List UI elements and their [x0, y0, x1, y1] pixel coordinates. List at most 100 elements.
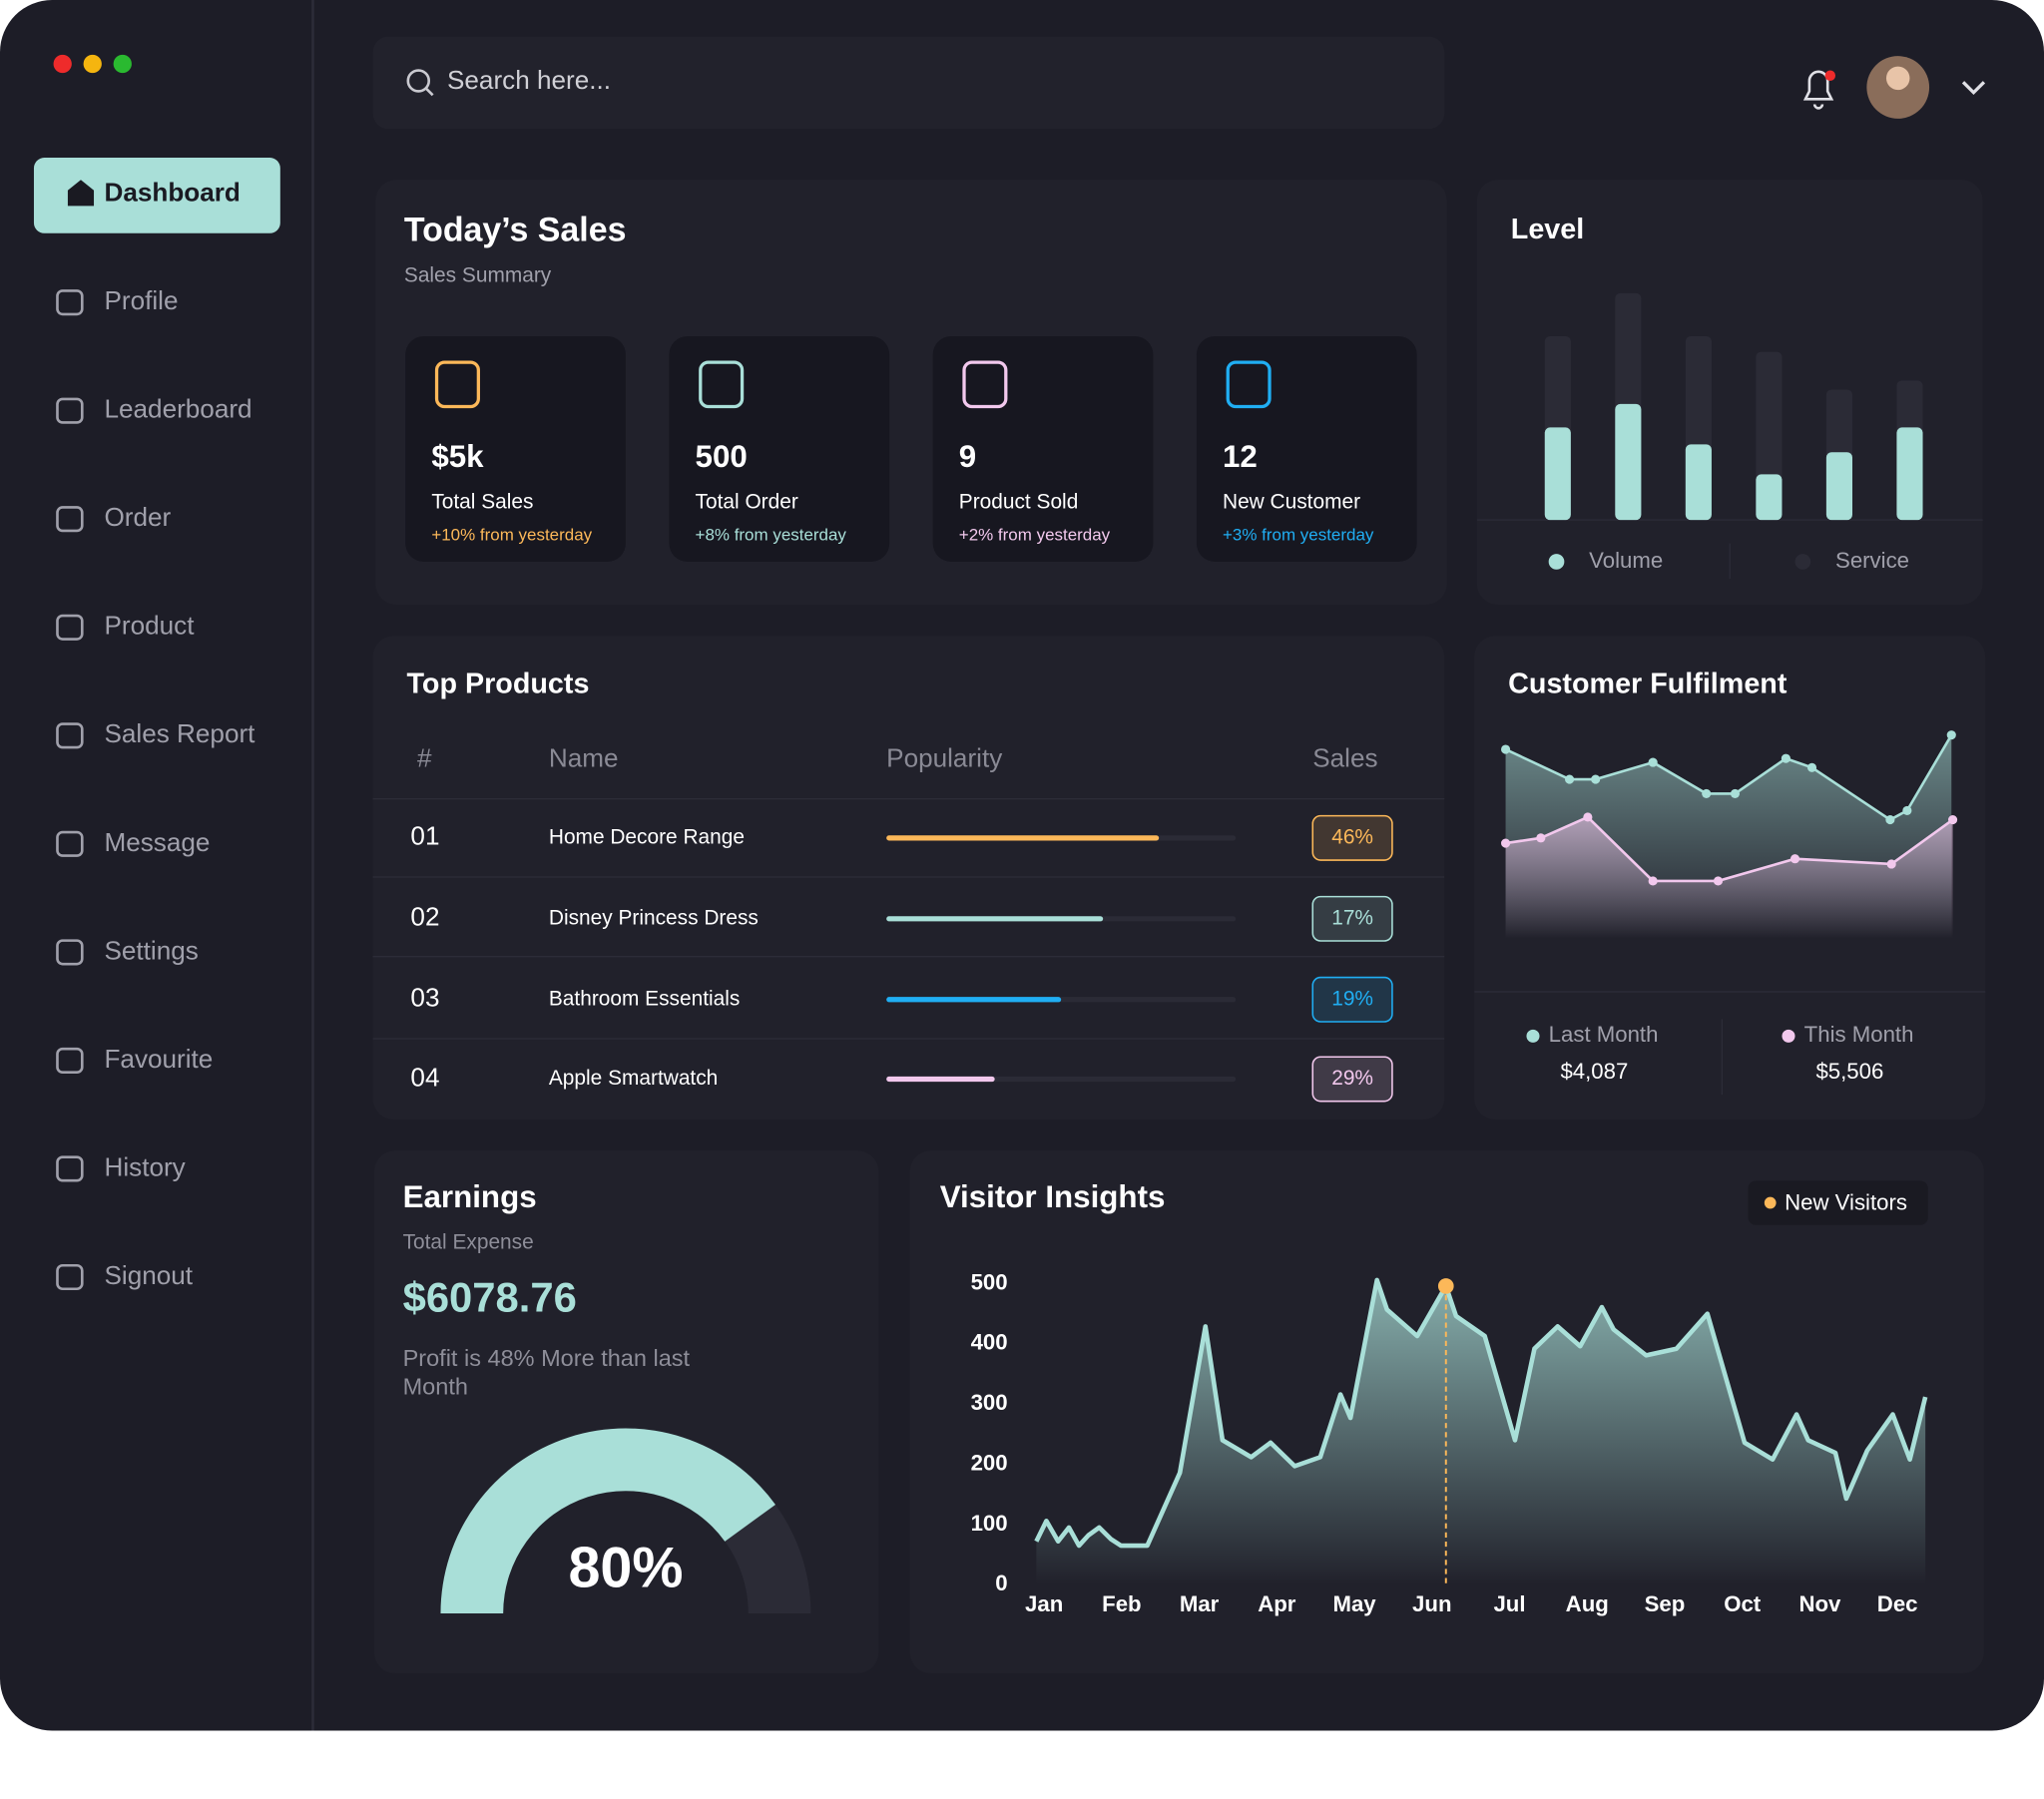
nav-label[interactable]: Signout — [104, 1260, 193, 1290]
point — [1806, 762, 1817, 772]
sales-badge — [1311, 1056, 1393, 1103]
popularity-bar — [886, 997, 1062, 1003]
y-tick-label: 200 — [971, 1450, 1008, 1475]
active-nav-background — [33, 158, 280, 233]
x-tick-label: Oct — [1724, 1591, 1762, 1616]
legend-dot — [1794, 554, 1811, 570]
legend-label: New Visitors — [1785, 1190, 1907, 1215]
point — [1885, 814, 1895, 825]
y-tick-label: 500 — [971, 1269, 1008, 1294]
sales-panel — [375, 180, 1447, 606]
card-icon — [962, 360, 1008, 409]
sales-percent: 29% — [1331, 1067, 1373, 1090]
point — [1886, 859, 1896, 869]
legend-label: This Month — [1804, 1022, 1914, 1047]
x-tick-label: Dec — [1877, 1591, 1918, 1616]
point — [1702, 788, 1712, 798]
point — [1500, 744, 1511, 754]
point — [1781, 753, 1790, 763]
x-tick-label: Mar — [1180, 1591, 1220, 1616]
legend-label: Volume — [1589, 548, 1663, 573]
search-bar[interactable] — [372, 36, 1445, 130]
nav-icon — [56, 1263, 84, 1291]
card-change: +10% from yesterday — [431, 525, 592, 544]
point — [1564, 774, 1575, 784]
nav-label[interactable]: Sales Report — [104, 718, 256, 748]
maximize-button[interactable] — [113, 54, 132, 74]
legend-label: Last Month — [1549, 1022, 1659, 1047]
point — [1591, 774, 1601, 784]
legend-dot — [1548, 554, 1565, 570]
nav-label[interactable]: Message — [104, 827, 210, 857]
card-value: 12 — [1223, 439, 1258, 474]
legend-dot — [1782, 1029, 1795, 1043]
bar — [1685, 444, 1712, 521]
point — [1583, 812, 1593, 822]
nav-label[interactable]: Favourite — [104, 1044, 213, 1074]
sales-badge — [1311, 814, 1393, 861]
popularity-bar — [886, 835, 1160, 841]
card-change: +2% from yesterday — [959, 525, 1111, 544]
x-tick-label: Jan — [1025, 1591, 1063, 1616]
card-value: 500 — [696, 439, 748, 474]
nav-label[interactable]: Order — [104, 502, 171, 532]
area — [1036, 1279, 1926, 1585]
point — [1946, 730, 1956, 740]
sales-card — [405, 335, 626, 562]
product-name: Home Decore Range — [549, 825, 745, 848]
card-change: +8% from yesterday — [696, 525, 847, 544]
notification-bell[interactable] — [1802, 70, 1834, 110]
nav-label[interactable]: Product — [104, 611, 195, 641]
nav-icon — [56, 722, 84, 749]
earnings-note: Profit is 48% More than last Month — [402, 1344, 691, 1400]
close-button[interactable] — [53, 54, 72, 74]
sales-card — [669, 335, 890, 562]
x-tick-label: Jun — [1412, 1591, 1451, 1616]
popularity-bar — [886, 1076, 995, 1083]
search-icon — [406, 69, 431, 93]
card-label: Total Sales — [431, 491, 533, 514]
card-value: 9 — [959, 439, 976, 474]
x-tick-label: Nov — [1798, 1591, 1841, 1616]
nav-label[interactable]: Profile — [104, 285, 178, 315]
profile-menu-chevron[interactable] — [1961, 81, 1986, 96]
nav-icon — [56, 506, 84, 533]
point — [1789, 854, 1800, 864]
gauge-value — [440, 1428, 775, 1613]
card-icon — [699, 360, 745, 409]
nav-label[interactable]: History — [104, 1151, 185, 1181]
bar — [1544, 427, 1571, 521]
panel-title: Visitor Insights — [940, 1179, 1166, 1214]
legend-box — [1748, 1180, 1928, 1225]
nav-icon — [56, 830, 84, 857]
line — [1034, 1277, 1928, 1549]
nav-label[interactable]: Dashboard — [104, 178, 240, 208]
legend-dot — [1764, 1196, 1777, 1209]
point — [1648, 876, 1658, 886]
nav-label[interactable]: Leaderboard — [104, 394, 252, 424]
point — [1947, 814, 1958, 825]
sales-badge — [1311, 976, 1393, 1023]
bar — [1896, 427, 1923, 521]
product-name: Disney Princess Dress — [549, 906, 759, 929]
panel-title: Today’s Sales — [404, 211, 627, 248]
legend-dot — [1526, 1029, 1540, 1043]
panel-title: Top Products — [407, 669, 590, 700]
nav-label[interactable]: Settings — [104, 935, 198, 965]
nav-icon — [56, 1047, 84, 1074]
search-placeholder: Search here... — [447, 65, 611, 95]
sales-percent: 19% — [1331, 987, 1373, 1010]
rank: 01 — [410, 821, 439, 851]
line — [1505, 815, 1954, 883]
x-tick-label: Apr — [1258, 1591, 1296, 1616]
y-tick-label: 300 — [971, 1390, 1008, 1415]
minimize-button[interactable] — [83, 54, 102, 74]
rank: 02 — [410, 902, 439, 932]
bar — [1756, 474, 1783, 521]
x-tick-label: Feb — [1102, 1591, 1141, 1616]
card-label: Product Sold — [959, 491, 1079, 514]
column-header: Sales — [1312, 742, 1377, 772]
card-change: +3% from yesterday — [1223, 525, 1374, 544]
nav-icon — [56, 397, 84, 424]
